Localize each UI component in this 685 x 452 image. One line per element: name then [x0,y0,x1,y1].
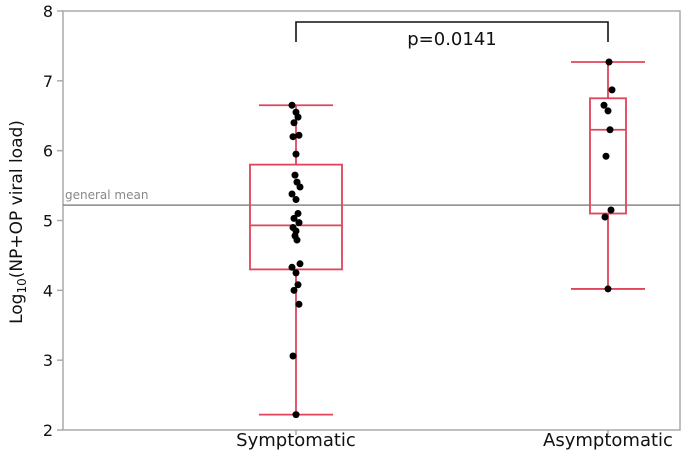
data-point [294,210,302,218]
data-point [295,300,303,308]
data-point [296,260,304,268]
data-point [288,190,296,198]
plot-frame [62,10,681,431]
data-point [289,352,297,360]
y-tick-label: 8 [43,2,53,21]
data-point [602,152,610,160]
data-point [290,119,298,127]
box-group-symptomatic [249,101,343,419]
data-point [295,219,303,227]
data-point [290,214,298,222]
y-axis-label: Log10(NP+OP viral load) [7,120,29,324]
data-point [292,108,300,116]
y-tick-label: 2 [43,421,53,440]
data-point [604,285,612,293]
data-point [289,133,297,141]
p-value-label: p=0.0141 [407,29,497,50]
data-point [295,131,303,139]
data-point [292,411,300,419]
data-point [291,171,299,179]
y-tick-label: 7 [43,72,53,91]
data-point [293,178,301,186]
general-mean-label: general mean [65,188,148,202]
data-point [292,196,300,204]
data-point [292,269,300,277]
y-tick-label: 3 [43,351,53,370]
data-point [289,223,297,231]
data-point [288,263,296,271]
box-group-asymptomatic [571,58,645,293]
category-label: Asymptomatic [543,430,673,451]
data-point [607,206,615,214]
data-point [600,101,608,109]
data-point [288,101,296,109]
y-axis-label-rest: (NP+OP viral load) [7,120,27,278]
y-axis: 2 3 4 5 6 7 8 [43,2,63,440]
data-point [608,86,616,94]
significance-bracket [295,21,609,42]
iqr-box [589,97,627,215]
data-point [601,213,609,221]
box-groups [249,58,645,419]
data-point [292,150,300,158]
y-axis-label-subscript: 10 [15,278,29,293]
y-tick-label: 5 [43,212,53,231]
data-point [606,126,614,134]
data-point [604,107,612,115]
x-axis-categories: Symptomatic Asymptomatic [236,430,673,451]
y-tick-label: 6 [43,142,53,161]
data-point [294,281,302,289]
y-tick-label: 4 [43,281,53,300]
category-label: Symptomatic [236,430,356,451]
y-axis-label-base: Log [7,294,27,324]
data-point [290,286,298,294]
data-point [605,58,613,66]
